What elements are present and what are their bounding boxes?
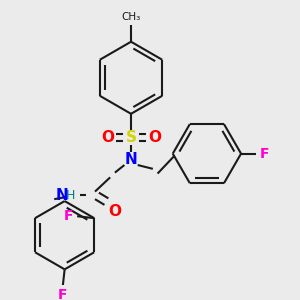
Text: O: O: [148, 130, 161, 145]
Text: N: N: [125, 152, 137, 167]
Text: F: F: [64, 209, 74, 223]
Text: N: N: [56, 188, 68, 203]
Text: F: F: [58, 288, 68, 300]
Text: O: O: [108, 204, 122, 219]
Text: O: O: [101, 130, 114, 145]
Text: H: H: [66, 189, 75, 202]
Text: S: S: [125, 130, 136, 145]
Text: F: F: [260, 147, 269, 160]
Text: CH₃: CH₃: [122, 12, 141, 22]
